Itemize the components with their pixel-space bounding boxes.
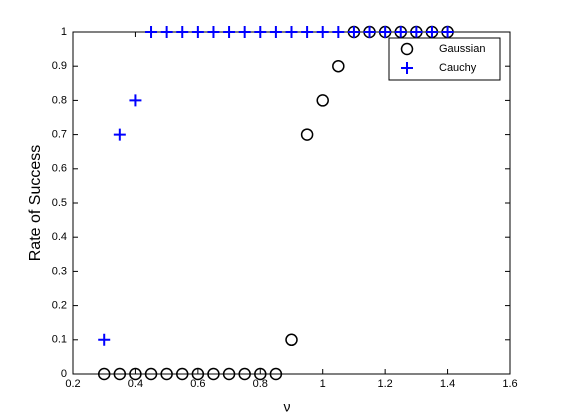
x-tick-label: 0.8 — [253, 378, 268, 390]
point — [254, 26, 267, 38]
plot-area — [72, 31, 511, 375]
y-tick-label: 0 — [61, 368, 67, 380]
point — [223, 26, 236, 38]
point — [441, 26, 454, 38]
point — [98, 333, 111, 346]
y-tick-label: 1 — [61, 26, 67, 38]
y-tick-label: 0.6 — [52, 163, 67, 175]
point — [285, 333, 298, 347]
point — [176, 26, 189, 38]
point — [285, 26, 298, 38]
point — [191, 367, 205, 381]
point — [254, 367, 267, 381]
point — [316, 94, 329, 107]
point — [269, 367, 283, 381]
y-tick-label: 0.8 — [52, 94, 67, 106]
point — [316, 26, 329, 38]
y-tick-label: 0.7 — [52, 129, 67, 141]
legend-marker — [400, 42, 414, 56]
point — [301, 26, 314, 38]
point — [191, 26, 204, 38]
point — [113, 128, 126, 141]
x-axis-label: ν — [284, 399, 291, 415]
y-tick-label: 0.5 — [52, 197, 67, 209]
point — [238, 367, 251, 381]
point — [410, 26, 423, 38]
legend-label: Gaussian — [439, 43, 485, 55]
x-tick-label: 0.6 — [190, 378, 205, 390]
x-tick-label: 1 — [320, 378, 326, 390]
point — [113, 367, 127, 381]
y-tick-label: 0.9 — [52, 60, 67, 72]
point — [332, 26, 345, 38]
point — [160, 367, 173, 381]
x-tick-label: 1.2 — [377, 378, 392, 390]
y-tick-label: 0.3 — [52, 265, 67, 277]
point — [425, 26, 438, 38]
point — [332, 59, 345, 73]
x-tick-label: 0.4 — [128, 378, 143, 390]
y-tick-label: 0.4 — [52, 231, 67, 243]
x-tick-label: 0.2 — [65, 378, 80, 390]
point — [129, 367, 142, 381]
point — [394, 26, 407, 38]
point — [144, 367, 158, 381]
point — [160, 26, 173, 38]
point — [207, 26, 220, 38]
point — [222, 367, 236, 381]
point — [363, 26, 376, 38]
point — [129, 94, 142, 107]
point — [300, 128, 314, 141]
point — [145, 26, 158, 38]
point — [379, 26, 392, 38]
y-axis-label: Rate of Success — [27, 145, 44, 262]
point — [269, 26, 282, 38]
y-tick-label: 0.2 — [52, 300, 67, 312]
legend-label: Cauchy — [439, 62, 477, 74]
legend-marker — [401, 62, 413, 74]
point — [97, 367, 111, 381]
y-tick-label: 0.1 — [52, 334, 67, 346]
point — [207, 367, 220, 381]
point — [176, 367, 189, 381]
x-tick-label: 1.4 — [440, 378, 455, 390]
point — [347, 26, 360, 38]
point — [238, 26, 251, 38]
x-tick-label: 1.6 — [502, 378, 517, 390]
